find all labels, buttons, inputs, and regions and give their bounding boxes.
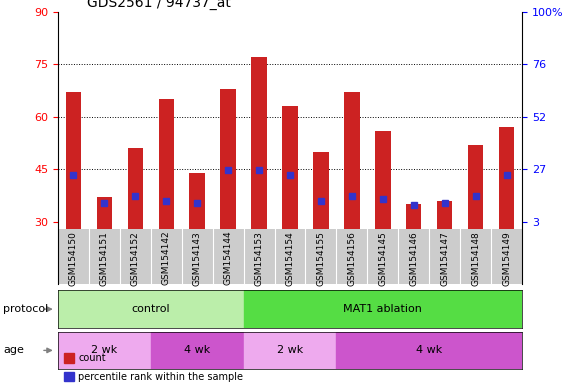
Text: GSM154147: GSM154147	[440, 231, 449, 286]
Bar	[468, 145, 483, 229]
Text: age: age	[3, 345, 24, 356]
Bar	[128, 148, 143, 229]
Text: GSM154156: GSM154156	[347, 231, 356, 286]
Text: GSM154150: GSM154150	[69, 231, 78, 286]
Text: GSM154149: GSM154149	[502, 231, 511, 286]
Bar	[282, 106, 298, 229]
Text: GSM154142: GSM154142	[162, 231, 171, 285]
Text: MAT1 ablation: MAT1 ablation	[343, 304, 422, 314]
Text: GSM154146: GSM154146	[409, 231, 418, 286]
Text: GSM154152: GSM154152	[131, 231, 140, 286]
Text: 2 wk: 2 wk	[277, 345, 303, 356]
Bar	[244, 290, 522, 328]
Bar	[97, 197, 112, 229]
Bar	[437, 201, 452, 229]
Text: GSM154154: GSM154154	[285, 231, 295, 286]
Text: percentile rank within the sample: percentile rank within the sample	[78, 372, 243, 382]
Text: GSM154151: GSM154151	[100, 231, 109, 286]
Text: GSM154143: GSM154143	[193, 231, 202, 286]
Bar	[151, 332, 244, 369]
Text: GSM154144: GSM154144	[224, 231, 233, 285]
Bar	[220, 89, 236, 229]
Text: GSM154153: GSM154153	[255, 231, 263, 286]
Text: GSM154145: GSM154145	[378, 231, 387, 286]
Bar	[251, 57, 267, 229]
Text: GSM154155: GSM154155	[317, 231, 325, 286]
Text: GDS2561 / 94737_at: GDS2561 / 94737_at	[87, 0, 231, 10]
Bar	[158, 99, 174, 229]
Text: control: control	[132, 304, 170, 314]
Bar	[66, 92, 81, 229]
Bar	[58, 229, 522, 284]
Bar	[313, 152, 329, 229]
Bar	[375, 131, 390, 229]
Bar	[58, 12, 522, 229]
Bar	[190, 173, 205, 229]
Bar	[406, 204, 422, 229]
Text: 4 wk: 4 wk	[416, 345, 443, 356]
Text: count: count	[78, 353, 106, 363]
Text: 2 wk: 2 wk	[91, 345, 118, 356]
Bar	[336, 332, 522, 369]
Text: GSM154148: GSM154148	[471, 231, 480, 286]
Bar	[58, 290, 244, 328]
Text: 4 wk: 4 wk	[184, 345, 211, 356]
Bar	[244, 332, 336, 369]
Text: protocol: protocol	[3, 304, 48, 314]
Bar	[344, 92, 360, 229]
Bar	[499, 127, 514, 229]
Bar	[58, 332, 151, 369]
